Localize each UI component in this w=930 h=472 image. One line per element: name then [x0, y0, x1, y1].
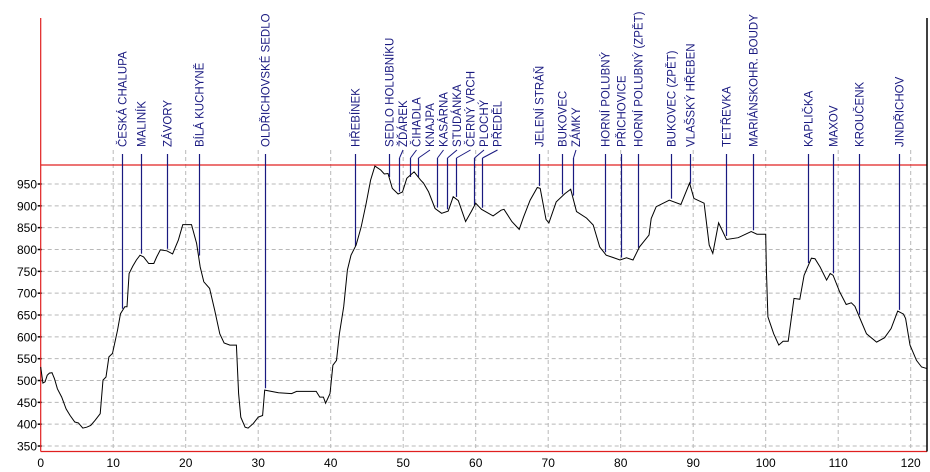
x-tick-label: 50: [397, 456, 411, 470]
station-label: JELENÍ STRÁŇ: [534, 66, 547, 147]
station-label-connector: [447, 149, 458, 159]
station-label-connector: [418, 149, 431, 159]
x-tick-label: 20: [179, 456, 193, 470]
station-label: OLDŘICHOVSKÉ SEDLO: [260, 13, 273, 147]
station-label: JINDŘICHOV: [894, 76, 907, 147]
x-tick-label: 10: [107, 456, 121, 470]
x-tick-label: 120: [901, 456, 921, 470]
station-label-connector: [573, 149, 577, 159]
station-label-connector: [399, 149, 404, 159]
station-label: HORNÍ POLUBNÝ (ZPĚT): [633, 11, 646, 147]
x-tick-label: 0: [37, 456, 44, 470]
x-tick-label: 90: [687, 456, 701, 470]
station-label: SEDLO HOLUBNÍKU: [384, 38, 397, 147]
station-label: VLAŠSKÝ HŘEBEN: [685, 43, 698, 147]
station-label: ČIHADLA: [411, 97, 424, 147]
station-label: ŽĎÁREK: [397, 100, 410, 147]
station-label: PŘEDĚL: [492, 100, 505, 147]
y-tick-label: 400: [17, 418, 37, 432]
station-label: BÍLÁ KUCHYNĚ: [194, 62, 207, 147]
station-label: HORNÍ POLUBNÝ: [600, 51, 613, 147]
y-tick-label: 550: [17, 352, 37, 366]
y-tick-label: 700: [17, 287, 37, 301]
station-label: KAPLIČKA: [803, 90, 816, 147]
station-label: KNAJPA: [425, 103, 437, 147]
station-label-connector: [456, 149, 471, 159]
station-label: BUKOVEC: [558, 91, 570, 147]
y-tick-label: 800: [17, 243, 37, 257]
station-label: ČESKÁ CHALUPA: [117, 51, 130, 147]
x-tick-label: 70: [542, 456, 556, 470]
y-tick-label: 450: [17, 396, 37, 410]
station-label: ZÁMKY: [570, 107, 583, 147]
y-tick-label: 650: [17, 309, 37, 323]
station-label: KROUČENK: [854, 81, 867, 147]
station-label-connector: [474, 149, 485, 159]
station-label: HŘEBÍNEK: [350, 88, 363, 147]
y-tick-label: 900: [17, 199, 37, 213]
station-label: STUDÁNKA: [451, 84, 464, 147]
x-tick-label: 30: [252, 456, 266, 470]
x-tick-label: 80: [614, 456, 628, 470]
y-tick-label: 750: [17, 265, 37, 279]
y-tick-label: 500: [17, 374, 37, 388]
y-tick-label: 950: [17, 178, 37, 192]
y-tick-label: 600: [17, 330, 37, 344]
station-label-connector: [410, 149, 417, 159]
station-label: KASÁRNA: [438, 92, 451, 147]
station-label-connector: [482, 149, 498, 159]
station-label-connector: [437, 149, 444, 159]
station-label: MAXOV: [829, 105, 841, 147]
station-label: MALINÍK: [136, 101, 149, 147]
y-tick-label: 850: [17, 221, 37, 235]
station-label: TETŘEVKA: [721, 86, 734, 147]
station-label: PŘICHOVICE: [616, 75, 629, 147]
station-label: MARIÁNSKOHR. BOUDY: [748, 14, 761, 147]
station-label: PLOCHÝ: [478, 99, 491, 147]
station-label: ČERNÝ VRCH: [465, 71, 478, 147]
elevation-profile-line: [40, 165, 928, 429]
station-label: ZÁVORY: [162, 100, 175, 147]
x-tick-label: 40: [324, 456, 338, 470]
x-tick-label: 110: [829, 456, 848, 470]
x-tick-label: 100: [756, 456, 776, 470]
x-tick-label: 60: [469, 456, 483, 470]
y-tick-label: 350: [17, 440, 37, 454]
station-label: BUKOVEC (ZPĚT): [666, 50, 679, 147]
